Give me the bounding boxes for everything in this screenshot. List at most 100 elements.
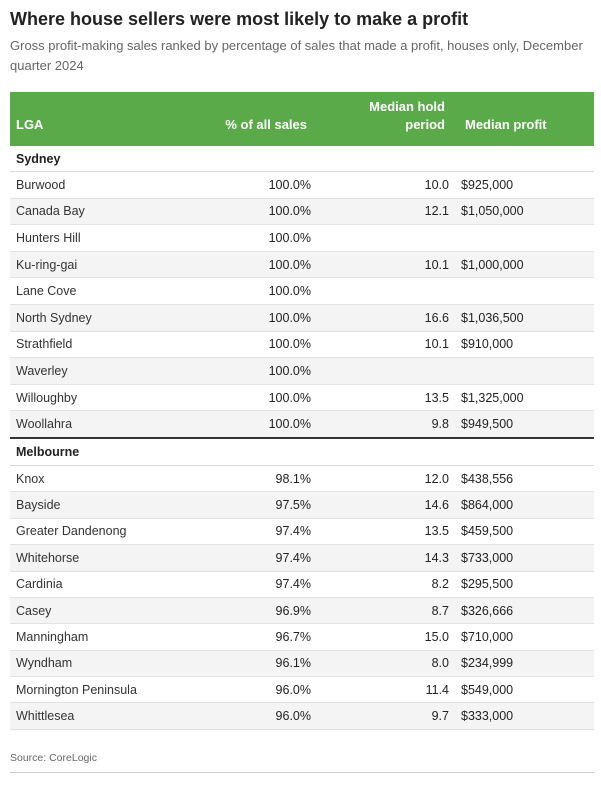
cell-median-hold-period: 13.5 [317, 384, 455, 412]
cell-median-hold-period: 10.1 [317, 331, 455, 359]
cell-median-profit: $326,666 [455, 597, 594, 625]
cell-median-profit [455, 224, 594, 252]
cell-lga: North Sydney [10, 304, 170, 332]
group-row: Melbourne [10, 436, 594, 466]
table-row: Burwood 100.0% 10.0 $925,000 [10, 171, 594, 199]
table-row: Waverley 100.0% [10, 357, 594, 385]
cell-median-hold-period: 9.7 [317, 702, 455, 730]
cell-median-profit: $710,000 [455, 623, 594, 651]
cell-median-hold-period: 13.5 [317, 518, 455, 546]
cell-pct-of-sales: 100.0% [170, 331, 317, 359]
cell-pct-of-sales: 100.0% [170, 224, 317, 252]
cell-median-hold-period: 8.2 [317, 571, 455, 598]
cell-pct-of-sales: 96.0% [170, 702, 317, 730]
table-row: Manningham 96.7% 15.0 $710,000 [10, 623, 594, 651]
table-row: Woollahra 100.0% 9.8 $949,500 [10, 410, 594, 439]
cell-lga: Manningham [10, 623, 170, 651]
cell-pct-of-sales: 96.7% [170, 623, 317, 651]
cell-pct-of-sales: 96.9% [170, 597, 317, 625]
table-row: Canada Bay 100.0% 12.1 $1,050,000 [10, 198, 594, 226]
cell-lga: Bayside [10, 491, 170, 519]
cell-median-profit: $1,050,000 [455, 198, 594, 226]
cell-median-profit: $1,325,000 [455, 384, 594, 412]
table-row: Cardinia 97.4% 8.2 $295,500 [10, 571, 594, 598]
table-row: North Sydney 100.0% 16.6 $1,036,500 [10, 304, 594, 332]
cell-pct-of-sales: 100.0% [170, 198, 317, 226]
table-row: Greater Dandenong 97.4% 13.5 $459,500 [10, 518, 594, 546]
page-title: Where house sellers were most likely to … [10, 9, 469, 29]
cell-pct-of-sales: 97.4% [170, 571, 317, 598]
table-row: Willoughby 100.0% 13.5 $1,325,000 [10, 384, 594, 412]
cell-median-profit: $295,500 [455, 571, 594, 598]
cell-median-hold-period: 16.6 [317, 304, 455, 332]
source-note: Source: CoreLogic [10, 752, 97, 764]
column-header-median-hold-period: Median hold period [369, 99, 445, 132]
cell-median-hold-period [317, 357, 455, 385]
table-header: LGA % of all sales Median hold period Med… [10, 92, 594, 146]
cell-median-hold-period: 15.0 [317, 623, 455, 651]
table-row: Knox 98.1% 12.0 $438,556 [10, 465, 594, 493]
cell-pct-of-sales: 100.0% [170, 251, 317, 279]
table-row: Lane Cove 100.0% [10, 277, 594, 305]
group-row: Sydney [10, 146, 594, 172]
cell-pct-of-sales: 100.0% [170, 357, 317, 385]
group-sydney: Sydney Burwood 100.0% 10.0 $925,000 Canada B… [10, 146, 594, 439]
cell-median-profit: $733,000 [455, 544, 594, 572]
cell-pct-of-sales: 100.0% [170, 384, 317, 412]
column-header-pct-of-sales: % of all sales [225, 117, 307, 132]
cell-lga: Willoughby [10, 384, 170, 412]
cell-lga: Greater Dandenong [10, 518, 170, 546]
cell-median-profit: $1,000,000 [455, 251, 594, 279]
cell-median-profit: $234,999 [455, 650, 594, 678]
cell-median-profit: $910,000 [455, 331, 594, 359]
cell-pct-of-sales: 100.0% [170, 277, 317, 305]
table-row: Wyndham 96.1% 8.0 $234,999 [10, 650, 594, 678]
profit-table: LGA % of all sales Median hold period Med… [10, 92, 594, 730]
table-row: Hunters Hill 100.0% [10, 224, 594, 252]
table-row: Bayside 97.5% 14.6 $864,000 [10, 491, 594, 519]
table-row: Ku-ring-gai 100.0% 10.1 $1,000,000 [10, 251, 594, 279]
cell-median-profit: $864,000 [455, 491, 594, 519]
cell-median-hold-period: 12.1 [317, 198, 455, 226]
table-row: Mornington Peninsula 96.0% 11.4 $549,000 [10, 676, 594, 704]
column-header-lga: LGA [16, 117, 44, 132]
header-row: LGA % of all sales Median hold period Med… [10, 92, 594, 146]
cell-median-profit: $333,000 [455, 702, 594, 730]
cell-lga: Whitehorse [10, 544, 170, 572]
cell-median-hold-period [317, 224, 455, 252]
cell-lga: Knox [10, 465, 170, 493]
cell-pct-of-sales: 96.1% [170, 650, 317, 678]
cell-median-profit: $549,000 [455, 676, 594, 704]
cell-median-hold-period: 8.0 [317, 650, 455, 678]
group-label: Sydney [10, 146, 594, 172]
cell-median-profit: $925,000 [455, 171, 594, 199]
cell-pct-of-sales: 98.1% [170, 465, 317, 493]
cell-median-hold-period: 10.0 [317, 171, 455, 199]
cell-median-profit: $459,500 [455, 518, 594, 546]
column-header-median-profit: Median profit [465, 117, 547, 132]
cell-median-profit: $438,556 [455, 465, 594, 493]
cell-lga: Cardinia [10, 571, 170, 598]
cell-pct-of-sales: 97.4% [170, 544, 317, 572]
table-row: Whitehorse 97.4% 14.3 $733,000 [10, 544, 594, 572]
cell-lga: Waverley [10, 357, 170, 385]
group-melbourne: Melbourne Knox 98.1% 12.0 $438,556 Bayside 97… [10, 436, 594, 730]
cell-median-hold-period: 10.1 [317, 251, 455, 279]
cell-pct-of-sales: 100.0% [170, 410, 317, 439]
cell-pct-of-sales: 97.4% [170, 518, 317, 546]
group-label: Melbourne [10, 436, 594, 466]
cell-median-hold-period [317, 277, 455, 305]
cell-median-hold-period: 9.8 [317, 410, 455, 439]
cell-median-profit: $949,500 [455, 410, 594, 439]
cell-median-hold-period: 14.6 [317, 491, 455, 519]
cell-median-hold-period: 14.3 [317, 544, 455, 572]
cell-median-hold-period: 8.7 [317, 597, 455, 625]
page-subtitle: Gross profit-making sales ranked by perc… [10, 38, 583, 73]
cell-median-profit [455, 357, 594, 385]
cell-lga: Burwood [10, 171, 170, 199]
cell-median-profit: $1,036,500 [455, 304, 594, 332]
table-row: Whittlesea 96.0% 9.7 $333,000 [10, 702, 594, 730]
cell-pct-of-sales: 97.5% [170, 491, 317, 519]
cell-median-hold-period: 12.0 [317, 465, 455, 493]
cell-lga: Whittlesea [10, 702, 170, 730]
